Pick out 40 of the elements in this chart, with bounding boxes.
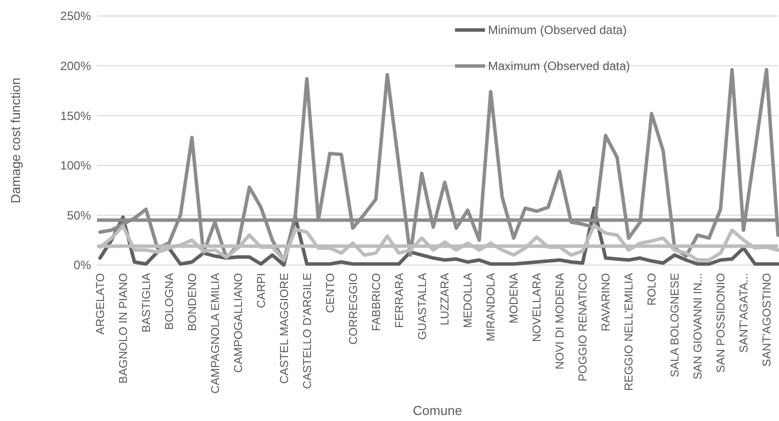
x-tick-label: SANT'AGATA... xyxy=(738,273,751,353)
x-axis-title: Comune xyxy=(412,403,462,418)
x-tick-label: RAVARINO xyxy=(600,272,613,332)
x-tick-label: MEDOLLA xyxy=(462,272,475,328)
x-tick-label: REGGIO NELL'EMILIA xyxy=(624,272,636,391)
x-tick-label: CORREGGIO xyxy=(348,272,360,345)
x-tick-label: ARGELATO xyxy=(95,272,107,335)
x-tick-label: SAN POSSIDONIO xyxy=(716,272,728,373)
y-tick-label: 200% xyxy=(60,59,92,73)
x-tick-label: BOLOGNA xyxy=(164,272,176,330)
x-tick-label: BAGNOLO IN PIANO xyxy=(118,272,130,384)
x-tick-label: CENTO xyxy=(324,272,337,314)
legend-label: Minimum (Observed data) xyxy=(488,23,627,38)
y-tick-label: 100% xyxy=(60,158,92,173)
x-tick-label: CASTELLO D'ARGILE xyxy=(302,272,314,389)
y-tick-label: 250% xyxy=(60,9,92,24)
y-tick-label: 150% xyxy=(60,108,92,123)
y-tick-label: 0% xyxy=(74,258,92,272)
y-tick-label: 50% xyxy=(66,208,92,222)
x-tick-label: CARPI xyxy=(256,273,268,308)
x-tick-label: GUASTALLA xyxy=(416,272,429,340)
x-tick-label: NOVI DI MODENA xyxy=(554,272,567,370)
x-tick-label: SANT'AGOSTINO xyxy=(762,272,774,367)
y-axis-title: Damage cost function xyxy=(8,78,23,204)
x-tick-label: SALA BOLOGNESE xyxy=(670,272,682,378)
x-tick-label: CASTEL MAGGIORE xyxy=(278,272,291,384)
x-tick-label: NOVELLARA xyxy=(532,272,544,342)
x-tick-label: CAMPOGALLIANO xyxy=(232,272,245,373)
x-tick-label: SAN GIOVANNI IN... xyxy=(692,273,705,380)
x-tick-label: MODENA xyxy=(508,272,521,324)
x-tick-label: FABBRICO xyxy=(370,272,383,332)
x-tick-label: BONDENO xyxy=(186,272,199,332)
x-tick-label: LUZZARA xyxy=(440,272,452,326)
x-tick-label: MIRANDOLA xyxy=(486,272,498,342)
x-tick-label: ROLO xyxy=(646,272,659,306)
x-tick-label: CAMPAGNOLA EMILIA xyxy=(210,272,222,394)
x-tick-label: BASTIGLIA xyxy=(140,272,153,332)
legend-label: Maximum (Observed data) xyxy=(488,59,630,74)
x-tick-label: FERRARA xyxy=(394,272,406,328)
x-tick-label: POGGIO RENATICO xyxy=(578,272,590,382)
